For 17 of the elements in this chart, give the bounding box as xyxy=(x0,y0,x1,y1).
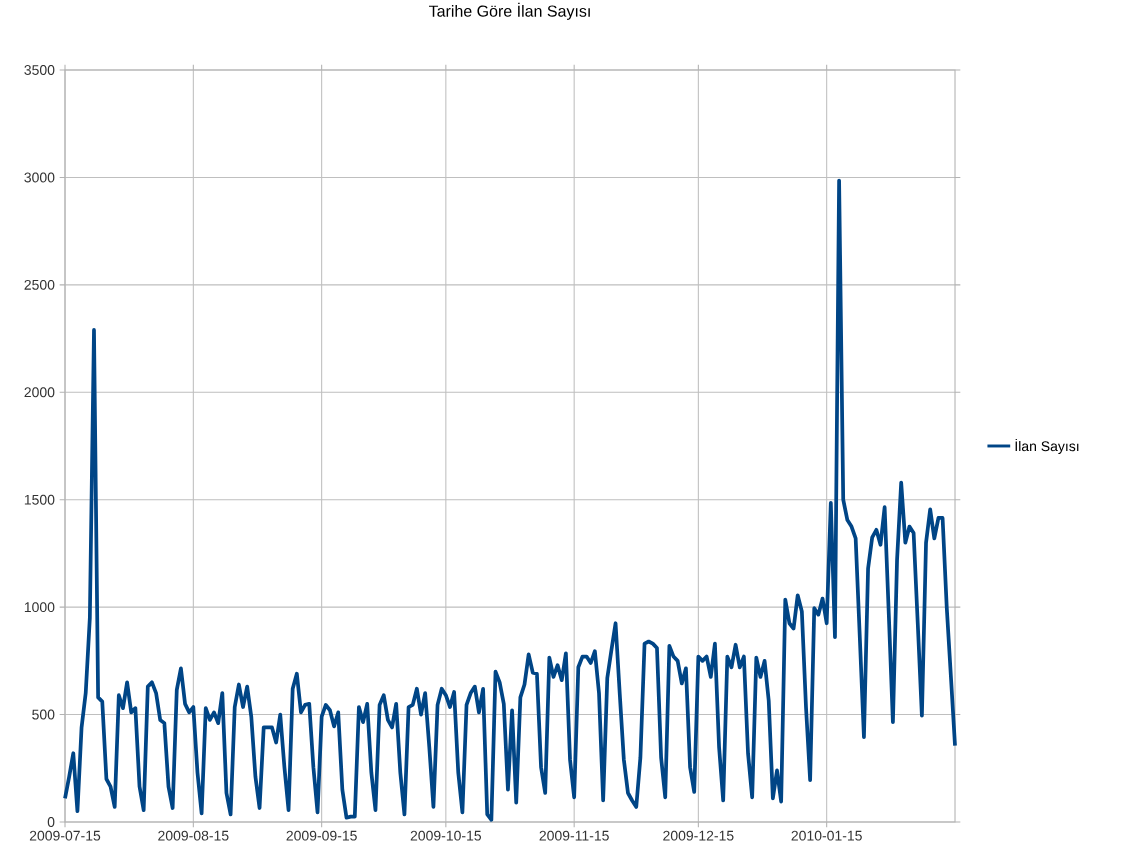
x-tick-label: 2009-07-15 xyxy=(29,830,101,841)
chart-title: Tarihe Göre İlan Sayısı xyxy=(428,2,590,20)
y-tick-label: 3500 xyxy=(24,65,55,75)
y-tick-label: 500 xyxy=(32,709,55,720)
y-tick-label: 0 xyxy=(47,817,55,827)
x-tick-label: 2009-12-15 xyxy=(663,830,734,841)
y-tick-label: 2000 xyxy=(24,387,55,398)
x-tick-label: 2009-10-15 xyxy=(410,830,482,841)
x-tick-label: 2009-08-15 xyxy=(158,830,229,841)
y-tick-label: 3000 xyxy=(24,172,55,183)
y-tick-label: 1000 xyxy=(24,602,55,613)
legend-label: İlan Sayısı xyxy=(1015,438,1079,454)
x-tick-label: 2009-11-15 xyxy=(539,830,609,841)
x-tick-label: 2009-09-15 xyxy=(286,830,357,841)
y-tick-label: 1500 xyxy=(24,494,55,505)
y-tick-label: 2500 xyxy=(24,279,55,290)
x-tick-label: 2010-01-15 xyxy=(791,830,862,841)
